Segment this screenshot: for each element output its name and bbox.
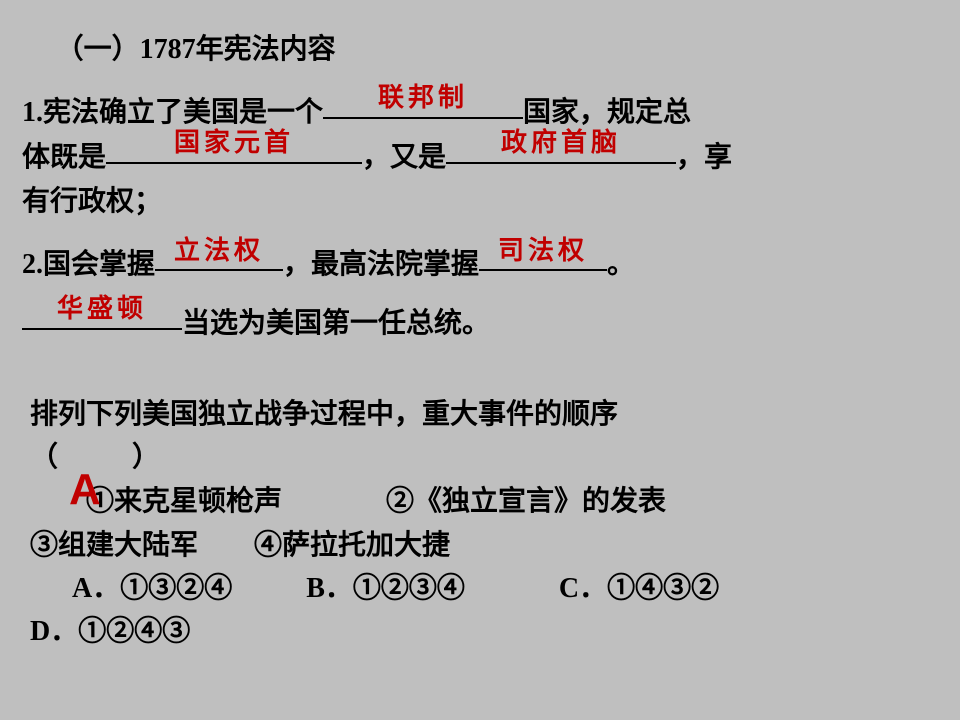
answer-3: 政府首脑	[446, 122, 676, 164]
answer-4: 立法权	[155, 230, 283, 272]
mc-opt-1a: ①来克星顿枪声	[86, 486, 282, 517]
q1-text-f: 有行政权；	[22, 186, 162, 217]
q2-text-a: 2.国会掌握	[22, 249, 155, 280]
mc-stem-2: （ A ）	[30, 436, 930, 480]
answer-6: 华盛顿	[22, 288, 182, 330]
q1-text-e: ，享	[676, 142, 732, 173]
mc-choices-line1: A．①③②④ B．①②③④ C．①④③②	[30, 567, 930, 610]
q2-text-b: ，最高法院掌握	[283, 249, 479, 280]
q1-line3: 有行政权；	[22, 180, 938, 225]
q1-text-d: ，又是	[362, 142, 446, 173]
mc-choice-d: D．①②④③	[30, 616, 190, 647]
mc-opt-1b: ②《独立宣言》的发表	[386, 486, 666, 517]
mc-answer: A	[69, 456, 101, 524]
answer-5: 司法权	[479, 230, 607, 272]
q1-line2: 体既是国家元首，又是政府首脑，享	[22, 136, 938, 181]
mc-opts-line2: ③组建大陆军 ④萨拉托加大捷	[30, 524, 930, 567]
mc-paren-close: ）	[132, 442, 160, 473]
answer-1: 联邦制	[323, 77, 523, 119]
q2-text-c: 。	[607, 249, 635, 280]
mc-opts-line1: ①来克星顿枪声 ②《独立宣言》的发表	[30, 480, 930, 523]
q2-line1: 2.国会掌握立法权，最高法院掌握司法权。	[22, 243, 938, 288]
mc-choice-c: C．①④③②	[559, 573, 719, 604]
mc-choices-line2: D．①②④③	[30, 610, 930, 653]
q2-line2: 华盛顿当选为美国第一任总统。	[22, 302, 938, 347]
answer-2: 国家元首	[106, 122, 362, 164]
mc-choice-b: B．①②③④	[306, 573, 465, 604]
mc-block: 排列下列美国独立战争过程中，重大事件的顺序 （ A ） ①来克星顿枪声 ②《独立…	[22, 393, 938, 654]
mc-stem-1: 排列下列美国独立战争过程中，重大事件的顺序	[30, 393, 930, 436]
mc-choice-a: A．①③②④	[72, 573, 232, 604]
section-heading: （一）1787年宪法内容	[22, 28, 938, 73]
q2-text-d: 当选为美国第一任总统。	[182, 308, 490, 339]
mc-paren-open: （	[30, 442, 58, 473]
q1-text-c: 体既是	[22, 142, 106, 173]
heading-text: （一）1787年宪法内容	[56, 34, 336, 65]
